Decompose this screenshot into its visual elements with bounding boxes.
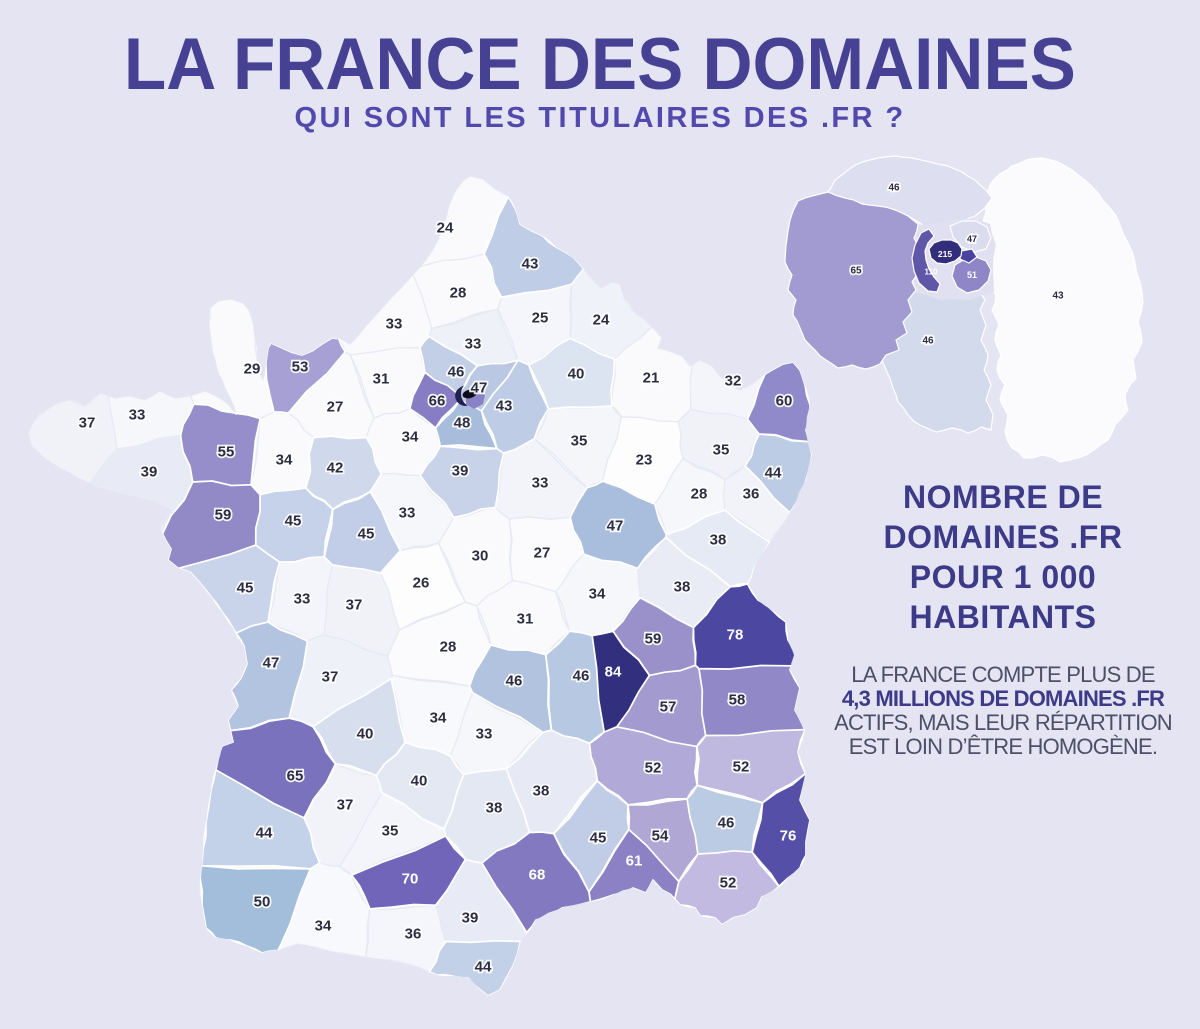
svg-text:59: 59	[645, 631, 662, 648]
svg-text:33: 33	[399, 505, 416, 522]
svg-text:25: 25	[532, 310, 549, 327]
svg-text:46: 46	[922, 336, 934, 347]
svg-text:52: 52	[720, 875, 737, 892]
svg-text:37: 37	[337, 797, 354, 814]
svg-text:48: 48	[454, 415, 471, 432]
svg-text:59: 59	[215, 507, 232, 524]
svg-text:110: 110	[925, 268, 938, 277]
svg-text:37: 37	[79, 415, 96, 432]
svg-text:42: 42	[327, 460, 344, 477]
svg-text:57: 57	[660, 699, 677, 716]
svg-text:40: 40	[568, 366, 585, 383]
svg-text:40: 40	[357, 726, 374, 743]
svg-text:38: 38	[486, 800, 503, 817]
svg-text:39: 39	[141, 464, 158, 481]
svg-text:215: 215	[938, 249, 952, 259]
svg-text:31: 31	[517, 611, 534, 628]
svg-text:46: 46	[448, 364, 465, 381]
svg-text:35: 35	[571, 433, 588, 450]
svg-text:52: 52	[733, 759, 750, 776]
svg-text:52: 52	[645, 760, 662, 777]
svg-text:27: 27	[534, 545, 551, 562]
svg-text:65: 65	[287, 768, 304, 785]
svg-text:38: 38	[674, 579, 691, 596]
svg-text:47: 47	[471, 380, 488, 397]
svg-text:47: 47	[263, 655, 280, 672]
svg-text:44: 44	[256, 825, 273, 842]
svg-text:31: 31	[373, 371, 390, 388]
svg-text:24: 24	[437, 220, 454, 237]
svg-text:38: 38	[533, 783, 550, 800]
svg-text:66: 66	[429, 393, 446, 410]
svg-text:68: 68	[529, 867, 546, 884]
svg-text:44: 44	[475, 959, 492, 976]
svg-text:60: 60	[776, 393, 793, 410]
svg-text:36: 36	[405, 926, 422, 943]
svg-text:44: 44	[765, 465, 782, 482]
svg-text:43: 43	[522, 256, 539, 273]
svg-text:46: 46	[888, 183, 900, 194]
svg-text:28: 28	[440, 639, 457, 656]
svg-text:39: 39	[462, 910, 479, 927]
svg-text:35: 35	[382, 823, 399, 840]
svg-text:61: 61	[626, 853, 643, 870]
svg-text:23: 23	[636, 452, 653, 469]
svg-text:45: 45	[237, 580, 254, 597]
svg-text:70: 70	[402, 871, 419, 888]
svg-text:29: 29	[244, 361, 261, 378]
svg-text:34: 34	[430, 710, 447, 727]
svg-text:53: 53	[292, 359, 309, 376]
svg-text:47: 47	[967, 234, 977, 244]
svg-text:36: 36	[743, 486, 760, 503]
svg-text:33: 33	[294, 591, 311, 608]
svg-text:38: 38	[710, 532, 727, 549]
svg-text:28: 28	[691, 486, 708, 503]
svg-text:45: 45	[358, 526, 375, 543]
svg-text:34: 34	[402, 429, 419, 446]
svg-text:45: 45	[590, 830, 607, 847]
svg-text:33: 33	[465, 336, 482, 353]
svg-text:78: 78	[727, 627, 744, 644]
svg-text:33: 33	[386, 316, 403, 333]
svg-text:58: 58	[729, 692, 746, 709]
svg-text:30: 30	[472, 548, 489, 565]
svg-text:33: 33	[129, 407, 146, 424]
svg-text:24: 24	[593, 312, 610, 329]
svg-text:43: 43	[496, 398, 513, 415]
svg-text:21: 21	[643, 370, 660, 387]
svg-text:34: 34	[589, 586, 606, 603]
svg-text:54: 54	[652, 828, 669, 845]
svg-text:84: 84	[605, 664, 622, 681]
svg-text:37: 37	[322, 669, 339, 686]
svg-text:39: 39	[452, 463, 469, 480]
svg-text:46: 46	[718, 815, 735, 832]
svg-text:34: 34	[315, 918, 332, 935]
svg-text:33: 33	[476, 726, 493, 743]
svg-text:46: 46	[573, 668, 590, 685]
svg-text:27: 27	[327, 399, 344, 416]
svg-text:28: 28	[450, 285, 467, 302]
svg-text:43: 43	[1052, 291, 1064, 302]
svg-text:50: 50	[254, 894, 271, 911]
svg-text:26: 26	[413, 575, 430, 592]
svg-text:55: 55	[218, 444, 235, 461]
svg-text:32: 32	[725, 373, 742, 390]
svg-text:34: 34	[276, 452, 293, 469]
svg-text:46: 46	[506, 673, 523, 690]
svg-text:76: 76	[780, 828, 797, 845]
svg-text:65: 65	[850, 266, 862, 277]
svg-text:35: 35	[713, 442, 730, 459]
svg-text:40: 40	[411, 773, 428, 790]
svg-text:45: 45	[285, 513, 302, 530]
svg-text:51: 51	[967, 270, 977, 280]
svg-text:37: 37	[346, 597, 363, 614]
svg-text:33: 33	[532, 475, 549, 492]
svg-text:47: 47	[607, 518, 624, 535]
